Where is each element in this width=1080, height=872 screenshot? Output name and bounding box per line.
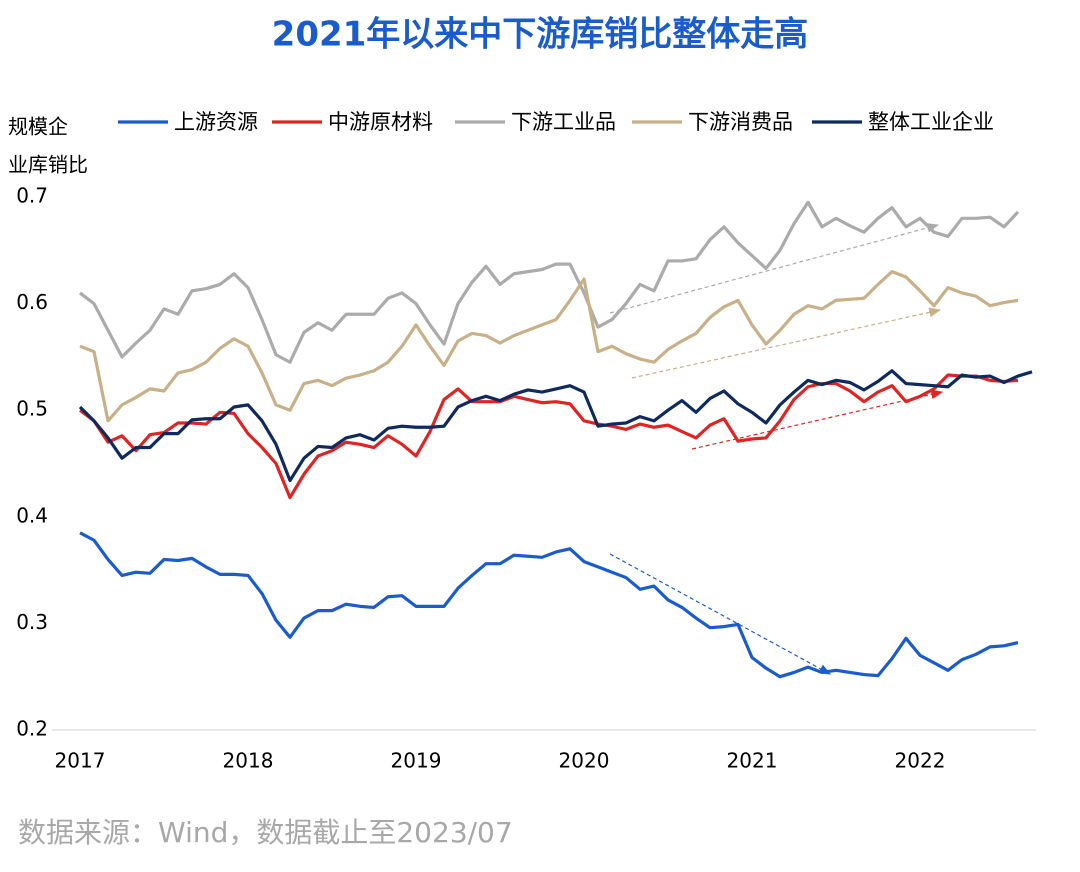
series-line: [79, 270, 1019, 423]
legend-label: 中游原材料: [328, 110, 433, 134]
y-tick-label: 0.3: [16, 610, 48, 634]
series-line: [78, 369, 1033, 483]
y-tick-label: 0.5: [16, 397, 48, 421]
legend-label: 下游工业品: [511, 110, 616, 134]
x-tick-label: 2019: [391, 749, 442, 773]
y-tick-label: 0.4: [16, 503, 48, 527]
series-line: [79, 373, 1019, 500]
x-tick-label: 2022: [895, 749, 946, 773]
legend-label: 上游资源: [174, 110, 258, 134]
legend-label: 下游消费品: [688, 110, 793, 134]
y-tick-label: 0.7: [16, 184, 48, 208]
y-axis-label: 规模企: [8, 115, 68, 139]
y-tick-label: 0.6: [16, 290, 48, 314]
y-tick-label: 0.2: [16, 717, 48, 741]
x-tick-label: 2017: [55, 749, 106, 773]
source-note: 数据来源：Wind，数据截止至2023/07: [18, 816, 513, 849]
x-tick-label: 2021: [727, 749, 778, 773]
series-line: [79, 531, 1019, 679]
series-line: [79, 200, 1020, 364]
trend-arrows: [609, 223, 944, 675]
x-tick-label: 2018: [223, 749, 274, 773]
y-axis-label: 业库销比: [8, 153, 88, 177]
legend-label: 整体工业企业: [868, 110, 994, 134]
x-tick-label: 2020: [559, 749, 610, 773]
chart-title: 2021年以来中下游库销比整体走高: [272, 15, 809, 55]
